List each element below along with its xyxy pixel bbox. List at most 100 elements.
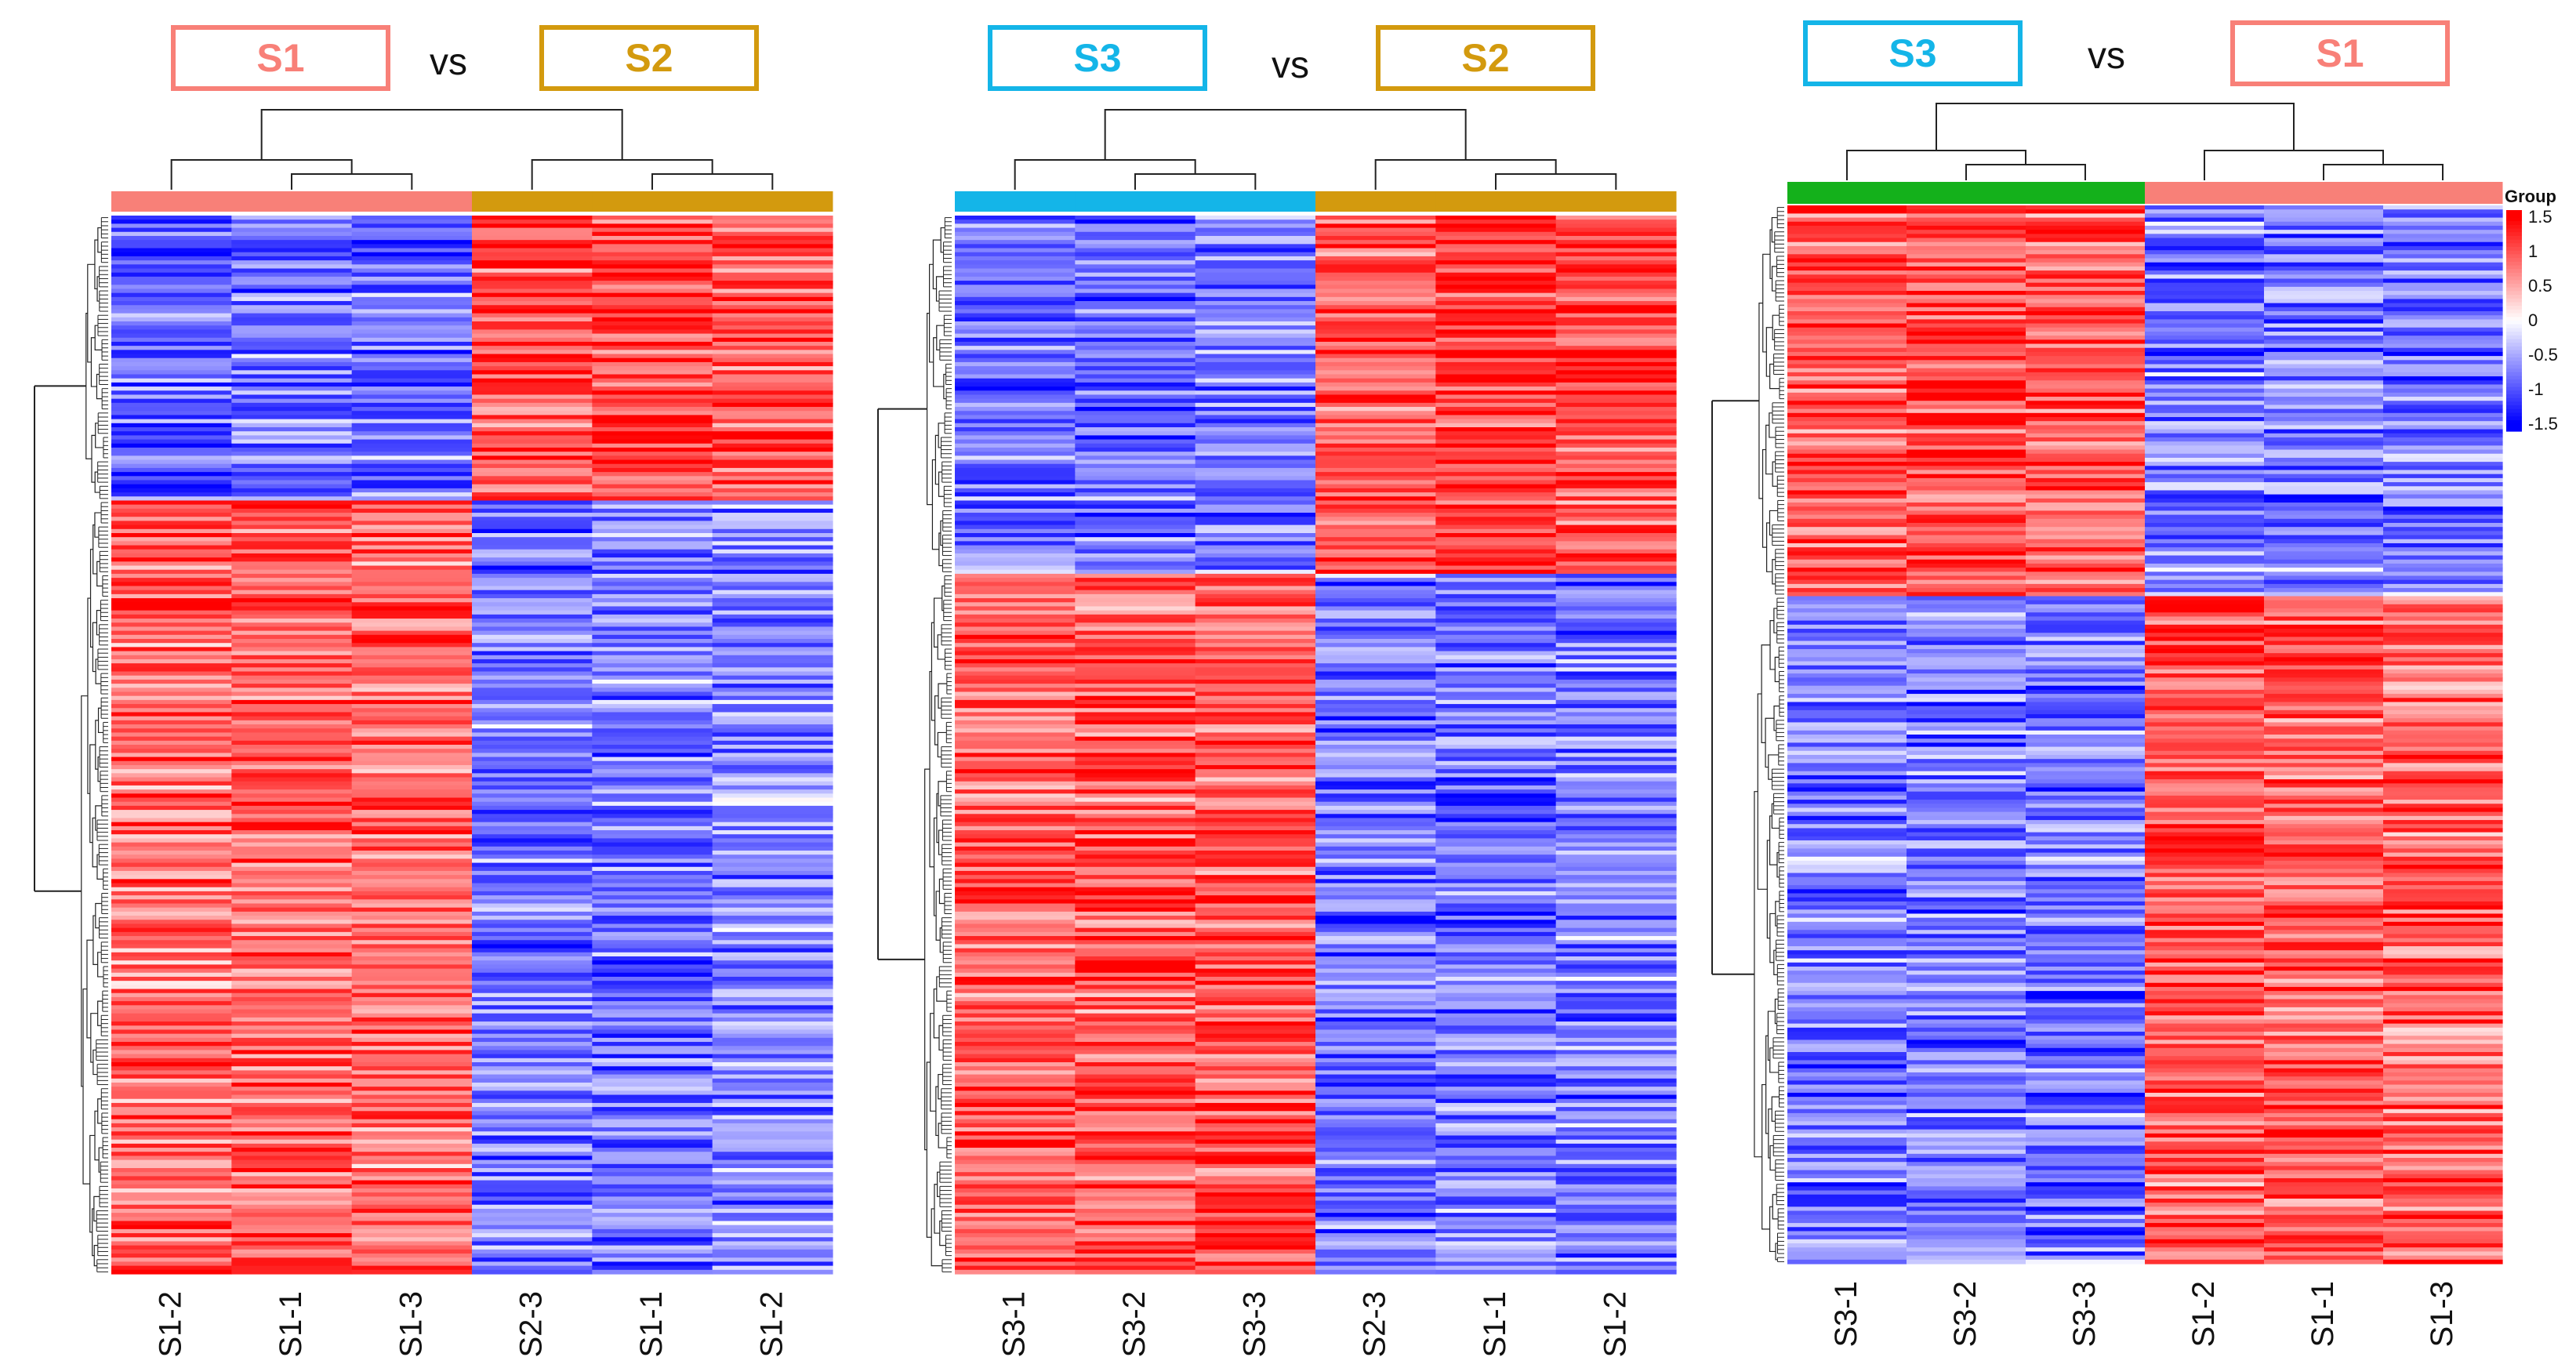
heatmap-cell (1787, 368, 1907, 373)
heatmap-cell (1435, 240, 1557, 245)
heatmap-cell (1555, 452, 1677, 456)
heatmap-cell (712, 992, 833, 998)
heatmap-cell (1555, 944, 1677, 949)
heatmap-cell (1907, 254, 2026, 259)
heatmap-cell (2264, 698, 2384, 703)
heatmap-cell (2264, 1097, 2384, 1101)
heatmap-cell (2383, 1060, 2503, 1065)
heatmap-cell (1075, 818, 1196, 823)
heatmap-cell (1195, 834, 1316, 840)
heatmap-cell (1315, 1127, 1436, 1132)
heatmap-cell (231, 732, 353, 738)
legend-swatch (2506, 339, 2522, 343)
heatmap-cell (1787, 205, 1907, 210)
heatmap-cell (1435, 1269, 1557, 1275)
heatmap-cell (1435, 797, 1557, 803)
heatmap-cell (1315, 619, 1436, 623)
heatmap-cell (1907, 1092, 2026, 1098)
heatmap-cell (351, 793, 473, 799)
heatmap-cell (1787, 986, 1907, 992)
heatmap-cell (1075, 1037, 1196, 1043)
heatmap-cell (231, 1029, 353, 1035)
heatmap-cell (955, 292, 1076, 298)
heatmap-cell (1075, 854, 1196, 859)
heatmap-cell (2383, 1145, 2503, 1151)
heatmap-cell (2145, 1052, 2265, 1057)
heatmap-cell (1907, 787, 2026, 793)
heatmap-cell (351, 272, 473, 278)
legend-swatch (2506, 287, 2522, 292)
heatmap-cell (712, 1017, 833, 1022)
heatmap-cell (2145, 307, 2265, 312)
heatmap-cell (592, 394, 713, 400)
heatmap-cell (1075, 814, 1196, 819)
heatmap-cell (351, 407, 473, 412)
heatmap-cell (1555, 854, 1677, 859)
heatmap-cell (1907, 506, 2026, 512)
heatmap-cell (231, 643, 353, 648)
heatmap-cell (1435, 907, 1557, 913)
heatmap-cell (1555, 1196, 1677, 1202)
heatmap-cell (1195, 1013, 1316, 1018)
heatmap-cell (2264, 1040, 2384, 1045)
heatmap-cell (1075, 260, 1196, 265)
group-bar-segment (1435, 191, 1557, 212)
heatmap-cell (1907, 380, 2026, 386)
heatmap-cell (1315, 1013, 1436, 1018)
heatmap-cell (351, 895, 473, 900)
heatmap-cell (1315, 390, 1436, 396)
heatmap-cell (712, 1042, 833, 1047)
heatmap-cell (1435, 553, 1557, 558)
heatmap-cell (955, 443, 1076, 448)
heatmap-cell (351, 907, 473, 913)
heatmap-cell (592, 1269, 713, 1275)
heatmap-cell (351, 1184, 473, 1189)
heatmap-cell (1907, 1170, 2026, 1175)
heatmap-cell (351, 1029, 473, 1035)
heatmap-cell (111, 565, 232, 571)
heatmap-cell (2026, 364, 2146, 369)
heatmap-cell (472, 1070, 593, 1076)
heatmap-cell (351, 1143, 473, 1148)
heatmap-cell (231, 223, 353, 229)
heatmap-cell (1435, 248, 1557, 253)
heatmap-cell (712, 500, 833, 506)
heatmap-cell (2145, 738, 2265, 743)
heatmap-cell (111, 1180, 232, 1185)
heatmap-cell (472, 427, 593, 432)
heatmap-cell (1787, 653, 1907, 658)
heatmap-cell (2026, 1231, 2146, 1236)
heatmap-cell (351, 1102, 473, 1108)
heatmap-cell (2383, 640, 2503, 646)
heatmap-cell (472, 500, 593, 506)
heatmap-cell (2026, 962, 2146, 967)
heatmap-cell (1315, 435, 1436, 441)
heatmap-cell (2383, 360, 2503, 365)
heatmap-cell (592, 549, 713, 554)
heatmap-cell (472, 285, 593, 290)
heatmap-cell (955, 220, 1076, 224)
heatmap-cell (2145, 942, 2265, 947)
heatmap-cell (1787, 917, 1907, 923)
heatmap-cell (955, 1005, 1076, 1010)
heatmap-cell (712, 923, 833, 929)
heatmap-cell (2383, 1076, 2503, 1081)
heatmap-cell (1555, 357, 1677, 363)
heatmap-cell (2383, 698, 2503, 703)
heatmap-cell (231, 227, 353, 233)
heatmap-cell (1555, 728, 1677, 734)
heatmap-cell (1555, 647, 1677, 652)
heatmap-cell (2026, 466, 2146, 471)
heatmap-cell (351, 415, 473, 420)
heatmap-cell (1435, 651, 1557, 656)
heatmap-cell (1435, 720, 1557, 725)
heatmap-cell (231, 619, 353, 623)
heatmap-cell (111, 663, 232, 668)
heatmap-cell (592, 1156, 713, 1161)
heatmap-cell (1435, 231, 1557, 237)
heatmap-cell (231, 634, 353, 640)
heatmap-cell (712, 655, 833, 660)
heatmap-cell (2383, 551, 2503, 557)
heatmap-cell (1315, 724, 1436, 729)
heatmap-cell (351, 985, 473, 990)
